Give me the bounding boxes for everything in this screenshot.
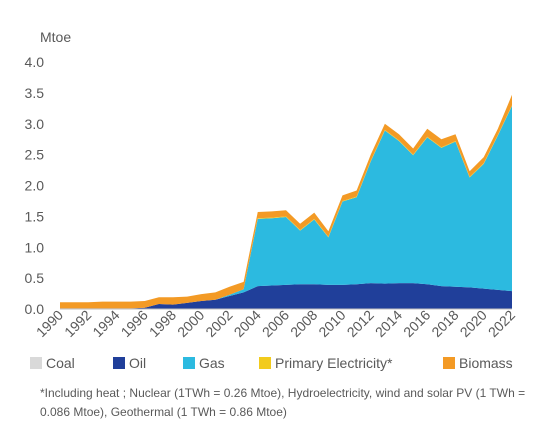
y-axis-label: Mtoe [40,29,71,45]
x-tick-label: 2020 [457,307,490,340]
x-tick-label: 2000 [174,307,207,340]
legend: Coal Oil Gas Primary Electricity* Biomass [30,355,513,371]
legend-label: Coal [46,355,75,371]
x-tick-label: 1998 [146,307,179,340]
y-tick-label: 1.5 [25,208,45,224]
legend-item-primary-electricity: Primary Electricity* [259,355,393,371]
x-tick-label: 1996 [118,307,151,340]
y-tick-label: 0.5 [25,270,45,286]
legend-swatch [259,357,271,369]
x-tick-label: 2018 [428,307,461,340]
y-tick-label: 4.0 [25,54,45,70]
x-tick-label: 1992 [61,307,94,340]
y-tick-label: 0.0 [25,301,45,317]
x-tick-label: 1994 [89,307,122,340]
legend-label: Primary Electricity* [275,355,393,371]
legend-swatch [30,357,42,369]
x-tick-label: 2002 [202,307,235,340]
y-tick-label: 2.0 [25,178,45,194]
area-series-gas [60,105,512,309]
x-tick-label: 2016 [400,307,433,340]
x-tick-label: 2010 [315,307,348,340]
x-tick-label: 2022 [485,307,518,340]
plot-area [60,94,512,309]
x-axis-ticks: 1990199219941996199820002002200420062008… [33,307,518,340]
x-tick-label: 2006 [259,307,292,340]
legend-item-biomass: Biomass [443,355,513,371]
legend-item-gas: Gas [183,355,225,371]
legend-swatch [113,357,125,369]
footnote: *Including heat ; Nuclear (1TWh = 0.26 M… [40,386,526,419]
legend-item-coal: Coal [30,355,75,371]
x-tick-label: 2014 [372,307,405,340]
legend-label: Biomass [459,355,513,371]
area-series-oil [60,283,512,309]
legend-swatch [443,357,455,369]
legend-label: Oil [129,355,146,371]
legend-item-oil: Oil [113,355,146,371]
y-tick-label: 2.5 [25,147,45,163]
x-tick-label: 2012 [344,307,377,340]
x-tick-label: 2004 [231,307,264,340]
y-tick-label: 3.5 [25,85,45,101]
legend-swatch [183,357,195,369]
y-tick-label: 1.0 [25,239,45,255]
legend-label: Gas [199,355,225,371]
y-axis-ticks: 0.0 0.5 1.0 1.5 2.0 2.5 3.0 3.5 4.0 [25,54,45,317]
y-tick-label: 3.0 [25,116,45,132]
x-tick-label: 2008 [287,307,320,340]
